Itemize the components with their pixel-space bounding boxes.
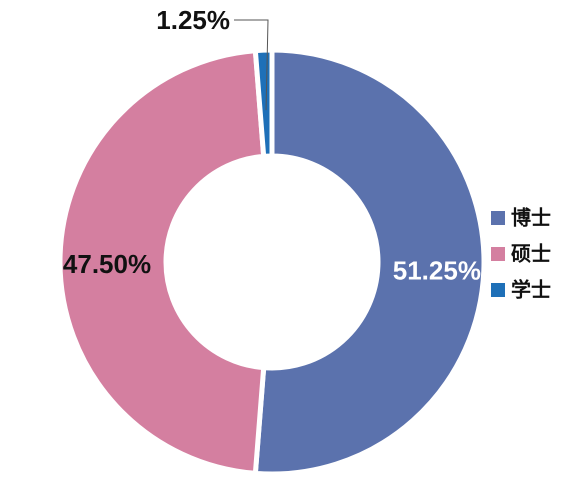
legend-label: 硕士: [511, 242, 551, 265]
data-label: 1.25%: [156, 5, 230, 35]
leader-line: [234, 19, 269, 111]
legend-label: 博士: [511, 205, 551, 229]
data-label: 47.50%: [63, 249, 151, 279]
slice: [252, 47, 487, 477]
legend-label: 学士: [511, 277, 551, 301]
data-label: 51.25%: [393, 255, 481, 285]
legend-swatch: [491, 247, 505, 261]
legend-swatch: [491, 283, 505, 297]
slice: [57, 47, 267, 477]
legend-swatch: [491, 211, 505, 225]
slice: [252, 47, 275, 160]
